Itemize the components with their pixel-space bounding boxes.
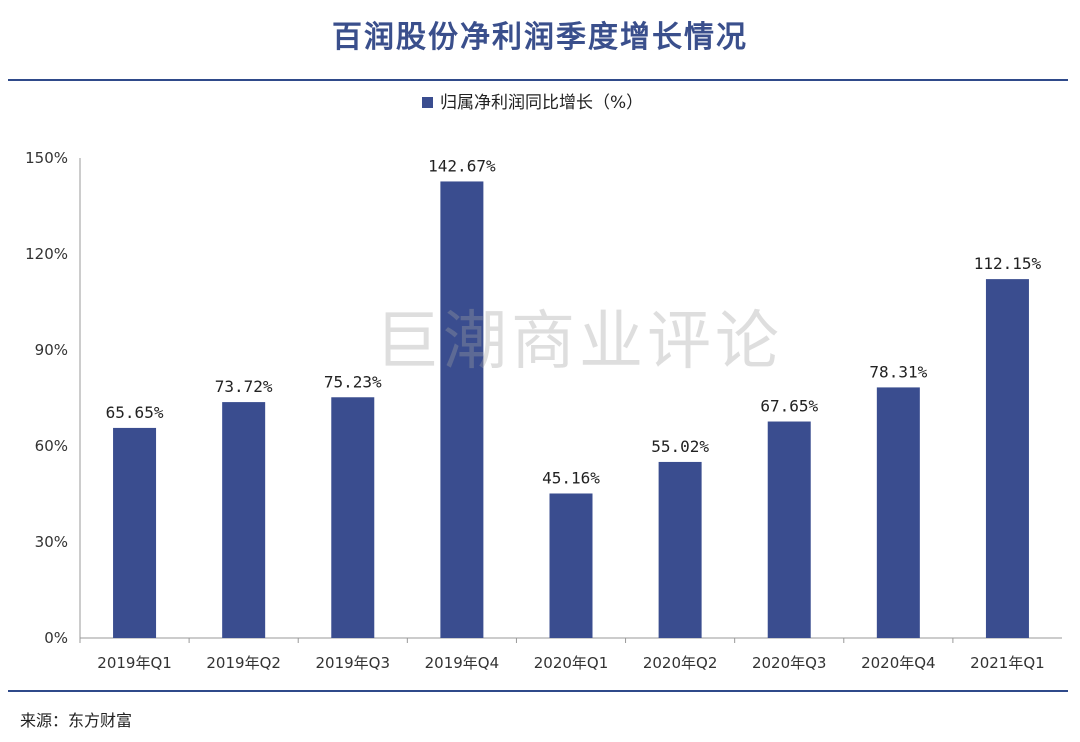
bar xyxy=(331,397,375,638)
x-tick-label: 2020年Q3 xyxy=(752,654,827,672)
x-tick-label: 2019年Q1 xyxy=(97,654,172,672)
x-tick-label: 2019年Q3 xyxy=(316,654,391,672)
bar xyxy=(767,421,811,638)
x-tick-label: 2020年Q1 xyxy=(534,654,609,672)
bar xyxy=(549,493,593,638)
y-tick-label: 30% xyxy=(35,533,68,551)
bar-value-label: 75.23% xyxy=(324,372,382,391)
y-tick-label: 120% xyxy=(25,245,68,263)
y-tick-label: 60% xyxy=(35,437,68,455)
x-tick-label: 2020年Q4 xyxy=(861,654,936,672)
bar-value-label: 73.72% xyxy=(215,377,273,396)
source-note: 来源：东方财富 xyxy=(20,711,133,730)
bar-value-label: 142.67% xyxy=(428,156,496,175)
axes: 0% 30% 60% 90% 120% 150% 2019年Q1 2019年Q2 2019年Q3… xyxy=(25,149,1062,672)
bar-value-label: 45.16% xyxy=(542,468,600,487)
bar xyxy=(658,461,702,638)
data-labels: 65.65% 73.72% 75.23% 142.67% 45.16% 55.02% 67.… xyxy=(106,156,1042,487)
top-divider xyxy=(8,79,1068,81)
x-tick-label: 2020年Q2 xyxy=(643,654,718,672)
x-tick-label: 2019年Q4 xyxy=(425,654,500,672)
legend-label: 归属净利润同比增长（%） xyxy=(440,93,643,113)
watermark: 巨潮商业评论 xyxy=(375,305,783,379)
x-tick-label: 2019年Q2 xyxy=(206,654,281,672)
legend-swatch xyxy=(422,97,433,108)
bars xyxy=(113,181,1029,638)
bottom-divider xyxy=(8,690,1068,692)
x-tick-label: 2021年Q1 xyxy=(970,654,1045,672)
y-tick-label: 0% xyxy=(44,629,68,647)
bar-value-label: 65.65% xyxy=(106,403,164,422)
bar-value-label: 112.15% xyxy=(974,254,1042,273)
bar-value-label: 78.31% xyxy=(869,362,927,381)
bar xyxy=(876,387,920,638)
bar xyxy=(985,279,1029,638)
y-tick-label: 90% xyxy=(35,341,68,359)
chart-title: 百润股份净利润季度增长情况 xyxy=(332,20,748,55)
y-tick-label: 150% xyxy=(25,149,68,167)
bar-value-label: 67.65% xyxy=(760,397,818,416)
bar-value-label: 55.02% xyxy=(651,437,709,456)
bar xyxy=(440,181,484,638)
bar xyxy=(222,402,266,638)
bar xyxy=(113,427,157,638)
legend: 归属净利润同比增长（%） xyxy=(422,93,643,113)
